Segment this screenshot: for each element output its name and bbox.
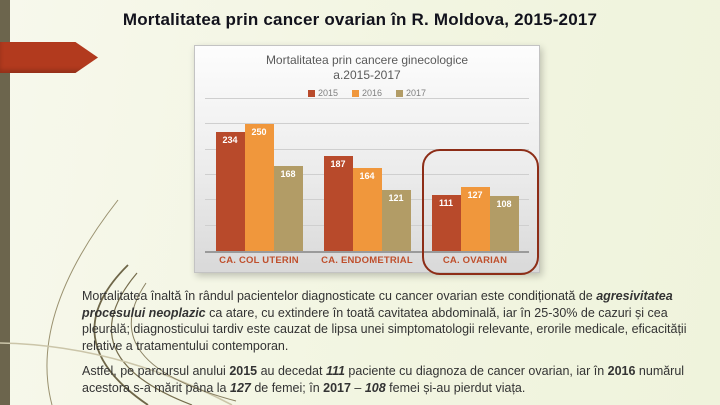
legend-label: 2015	[317, 88, 338, 98]
gridline	[205, 148, 529, 150]
text-segment: numărul acestora s-a mărit pâna la	[82, 364, 685, 395]
gridline	[205, 123, 529, 125]
bar-2017: 168	[273, 165, 303, 251]
paragraph-2: Astfel, pe parcursul anului 2015 au dece…	[82, 363, 714, 396]
text-segment: agresivitatea procesului neoplazic	[82, 289, 673, 320]
bar-2016: 250	[244, 124, 274, 251]
bar-2015: 187	[323, 156, 353, 251]
legend-swatch-icon	[396, 89, 404, 97]
gridline	[205, 98, 529, 99]
bar-group-3: 111 127 108	[421, 99, 529, 251]
bar-value-label: 108	[496, 199, 512, 210]
legend-label: 2017	[406, 88, 427, 98]
bar-2017: 121	[381, 189, 411, 251]
bar-value-label: 250	[251, 127, 267, 138]
text-segment: femei și-au pierdut viața.	[385, 380, 526, 395]
text-segment: 2017	[323, 380, 351, 395]
category-labels: CA. COL UTERIN CA. ENDOMETRIAL CA. OVARIAN	[205, 255, 529, 266]
legend-item-2015: 2015	[307, 88, 338, 98]
legend-label: 2016	[361, 88, 383, 98]
bar-2017: 108	[489, 196, 519, 251]
text-segment: au decedat	[257, 364, 326, 378]
bar-value-label: 187	[330, 159, 346, 170]
bar-chart: Mortalitatea prin cancere ginecologice a…	[194, 45, 540, 275]
bar-2016: 164	[352, 167, 382, 251]
legend-item-2016: 2016	[351, 88, 383, 98]
bar-group-1: 234 250 168	[205, 99, 313, 251]
page-title: Mortalitatea prin cancer ovarian în R. M…	[122, 10, 598, 29]
bar-value-label: 111	[438, 197, 454, 208]
bar-value-label: 127	[467, 189, 483, 200]
plot-area: 234 250 168 187 164 121 111 127 108	[205, 98, 529, 253]
body-text: Mortalitatea înaltă în rândul pacientelo…	[82, 288, 714, 405]
text-segment: 108	[364, 380, 386, 395]
text-segment: paciente cu diagnoza de cancer ovarian, …	[344, 364, 608, 378]
bar-value-label: 234	[222, 135, 238, 146]
text-segment: de femei; în	[250, 380, 324, 395]
text-segment: 2015	[229, 364, 258, 378]
chart-legend: 2015 2016 2017	[195, 88, 539, 98]
text-segment: 2016	[607, 364, 636, 378]
category-label: CA. ENDOMETRIAL	[321, 255, 413, 266]
text-segment: –	[350, 380, 365, 395]
paragraph-1: Mortalitatea înaltă în rândul pacientelo…	[82, 288, 714, 354]
bar-2015: 234	[215, 132, 245, 251]
bar-value-label: 121	[388, 192, 404, 203]
bar-value-label: 168	[280, 168, 296, 179]
category-label: CA. COL UTERIN	[219, 255, 299, 266]
legend-item-2017: 2017	[396, 88, 426, 98]
bar-2016: 127	[460, 186, 490, 251]
text-segment: Mortalitatea înaltă în rândul pacientelo…	[82, 289, 597, 303]
legend-swatch-icon	[307, 89, 315, 97]
text-segment: Astfel, pe parcursul anului	[82, 364, 230, 378]
legend-swatch-icon	[351, 89, 359, 97]
chart-title: Mortalitatea prin cancere ginecologice a…	[195, 53, 539, 83]
text-segment: 111	[325, 364, 345, 378]
bar-group-2: 187 164 121	[313, 99, 421, 251]
text-segment: ca atare, cu extindere în toată cavitate…	[82, 305, 687, 353]
chart-title-line2: a.2015-2017	[333, 68, 401, 82]
chart-title-line1: Mortalitatea prin cancere ginecologice	[265, 53, 469, 67]
decorative-curves	[0, 199, 237, 405]
text-segment: 127	[230, 380, 251, 395]
category-label: CA. OVARIAN	[442, 255, 508, 266]
bar-2015: 111	[431, 194, 461, 251]
left-edge-band	[0, 0, 10, 405]
bar-value-label: 164	[359, 170, 375, 181]
red-arrow-shape	[0, 42, 98, 73]
